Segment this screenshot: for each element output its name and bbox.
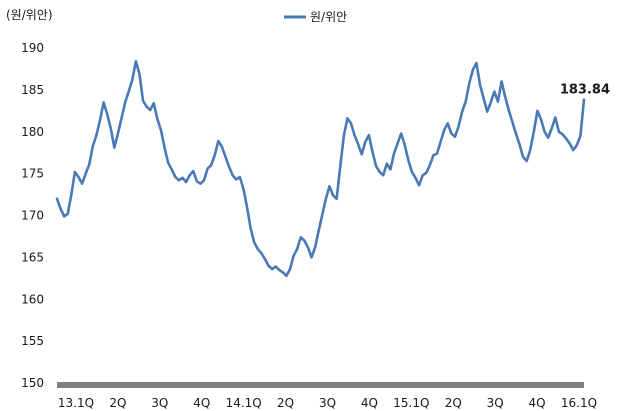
x-axis-ticks: 13.1Q 2Q 3Q 4Q 14.1Q 2Q 3Q 4Q 15.1Q 2Q 3Q 4Q 16.1Q <box>58 396 597 410</box>
y-tick-label: 185 <box>21 83 44 97</box>
legend: 원/위안 <box>284 10 347 24</box>
x-tick-label: 2Q <box>109 396 126 410</box>
x-tick-label: 3Q <box>319 396 336 410</box>
series-line-cny-krw <box>55 60 586 278</box>
y-tick-label: 165 <box>21 250 44 264</box>
y-unit-label: (원/위안) <box>6 8 53 22</box>
y-tick-label: 160 <box>21 292 44 306</box>
y-tick-label: 170 <box>21 209 44 223</box>
x-axis-bar <box>57 382 584 388</box>
x-tick-label: 3Q <box>487 396 504 410</box>
x-tick-label: 4Q <box>361 396 378 410</box>
y-tick-label: 180 <box>21 125 44 139</box>
y-tick-label: 155 <box>21 334 44 348</box>
x-tick-label: 2Q <box>277 396 294 410</box>
y-tick-label: 150 <box>21 376 44 390</box>
x-tick-label: 15.1Q <box>393 396 429 410</box>
last-value-label: 183.84 <box>560 83 610 98</box>
y-tick-label: 190 <box>21 41 44 55</box>
y-tick-label: 175 <box>21 167 44 181</box>
x-tick-label: 14.1Q <box>226 396 262 410</box>
y-axis-ticks: 150 155 160 165 170 175 180 185 190 <box>21 41 44 390</box>
x-tick-label: 2Q <box>445 396 462 410</box>
x-tick-label: 3Q <box>151 396 168 410</box>
x-tick-label: 4Q <box>193 396 210 410</box>
x-tick-label: 13.1Q <box>58 396 94 410</box>
x-tick-label: 4Q <box>529 396 546 410</box>
legend-label: 원/위안 <box>310 10 347 24</box>
x-tick-label: 16.1Q <box>561 396 597 410</box>
